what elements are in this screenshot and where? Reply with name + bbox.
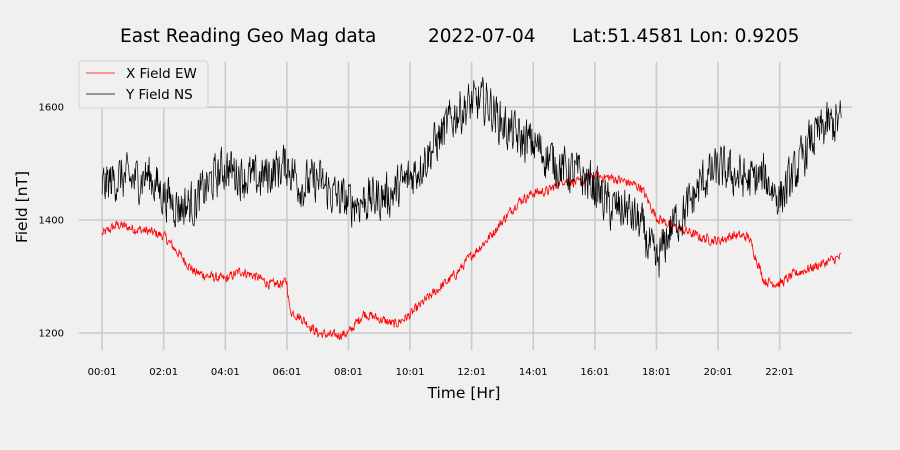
legend: X Field EW Y Field NS [78,60,209,109]
x-tick-label: 06:01 [272,367,301,378]
legend-label-x-field: X Field EW [126,66,197,82]
x-tick-label: 00:01 [88,367,117,378]
x-tick-label: 02:01 [149,367,178,378]
y-tick-label: 1600 [39,103,64,114]
x-tick-label: 18:01 [642,367,671,378]
chart-title-text: East Reading Geo Mag data [120,26,376,47]
y-tick-label: 1400 [39,216,64,227]
x-tick-label: 12:01 [457,367,486,378]
x-tick-label: 20:01 [704,367,733,378]
series-line-y-field [101,76,842,278]
chart-location: Lat:51.4581 Lon: 0.9205 [572,26,799,47]
chart-title: East Reading Geo Mag data 2022-07-04 Lat… [120,26,799,47]
chart-date: 2022-07-04 [428,26,536,47]
x-tick-label: 10:01 [396,367,425,378]
x-tick-label: 14:01 [519,367,548,378]
x-tick-label: 04:01 [211,367,240,378]
y-tick-labels: 1200 1400 1600 [39,103,64,340]
legend-label-y-field: Y Field NS [125,87,193,103]
series-line-x-field [101,169,842,340]
x-tick-label: 16:01 [580,367,609,378]
x-tick-label: 08:01 [334,367,363,378]
x-tick-label: 22:01 [765,367,794,378]
x-tick-labels: 00:01 02:01 04:01 06:01 08:01 10:01 12:01 14:01… [88,367,794,378]
y-axis-label: Field [nT] [13,171,31,243]
x-axis-label: Time [Hr] [427,384,501,402]
series-group [101,76,842,340]
y-tick-label: 1200 [39,329,64,340]
